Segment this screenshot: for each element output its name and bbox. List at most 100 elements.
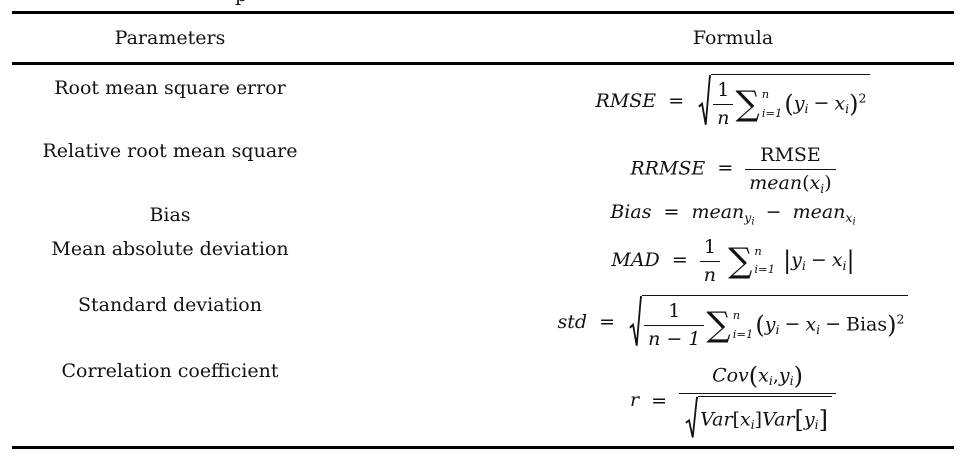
- equals-sign: =: [668, 90, 685, 112]
- parameter-label: Relative root mean square: [42, 140, 298, 162]
- subscript-i: i: [814, 417, 819, 433]
- parameter-label: Correlation coefficient: [61, 360, 279, 382]
- subscript-i: i: [852, 216, 856, 228]
- subscript-i: i: [751, 216, 755, 228]
- sum-limits: n i=1: [754, 244, 775, 278]
- equals-sign: =: [663, 201, 680, 224]
- subscript-i: i: [789, 373, 794, 389]
- variable-y: y: [744, 210, 752, 226]
- function-var: Var: [762, 408, 795, 431]
- function-mean: mean: [749, 171, 803, 194]
- open-paren: (: [755, 311, 765, 339]
- subscript-i: i: [845, 101, 850, 117]
- function-var: Var: [700, 408, 733, 431]
- numerator: RMSE: [745, 143, 836, 170]
- sum-limits: n i=1: [733, 308, 754, 342]
- square-root: 1 n − 1 ∑ n i=1 (yi − xi: [629, 295, 909, 351]
- variable-x: x: [739, 408, 751, 431]
- subscript-i: i: [801, 257, 806, 273]
- close-paren: ): [824, 171, 832, 194]
- variable-y: y: [764, 313, 776, 336]
- function-mean: mean: [691, 201, 745, 224]
- table-row: Standard deviation std = 1 n − 1 ∑: [12, 289, 954, 357]
- function-cov: Cov: [712, 364, 749, 387]
- sum-lower-limit: i=1: [761, 105, 783, 120]
- radical-sign: [698, 75, 712, 126]
- abs-bar: |: [846, 246, 855, 275]
- sum-upper-limit: n: [761, 87, 770, 101]
- variable-y: y: [803, 408, 815, 431]
- formula-cell: RMSE = 1 n ∑ n: [328, 65, 954, 139]
- sum-term: (yi − xi)2: [784, 92, 866, 116]
- equals-sign: =: [717, 157, 734, 179]
- denominator: Var[xi]Var[yi]: [679, 394, 836, 442]
- subscript-yi: yi: [744, 210, 755, 228]
- denominator: n: [703, 263, 717, 286]
- sigma-symbol: ∑: [728, 240, 753, 281]
- variable-x: x: [758, 364, 769, 387]
- close-paren: ): [793, 362, 804, 391]
- sqrt-content: 1 n ∑ n i=1 (yi − xi)2: [711, 74, 871, 130]
- close-bracket: ]: [754, 408, 763, 431]
- subscript-i: i: [750, 417, 755, 433]
- formula-r: r = Cov(xi,yi) Var[xi]Var[yi]: [630, 361, 836, 441]
- variable-x: x: [834, 92, 846, 115]
- formula-lhs: RRMSE: [630, 157, 706, 179]
- radical-sign: [685, 397, 699, 438]
- formula-rmse: RMSE = 1 n ∑ n: [596, 74, 871, 130]
- subscript-i: i: [768, 373, 773, 389]
- table-row: Root mean square error RMSE = 1 n: [12, 65, 954, 139]
- open-bracket: [: [794, 406, 804, 435]
- abs-bar: |: [783, 246, 792, 275]
- sum-lower-limit: i=1: [754, 262, 776, 276]
- numerator: 1: [713, 78, 734, 105]
- fraction: Cov(xi,yi) Var[xi]Var[yi]: [679, 361, 836, 441]
- formula-rrmse: RRMSE = RMSE mean(xi): [630, 143, 836, 196]
- comma: ,: [772, 364, 779, 387]
- superscript-2: 2: [858, 90, 867, 106]
- open-paren: (: [748, 362, 759, 391]
- table-row: Correlation coefficient r = Cov(xi,yi) V: [12, 357, 954, 446]
- formula-lhs: r: [630, 389, 640, 412]
- denominator: mean(xi): [745, 170, 835, 196]
- table-row: Mean absolute deviation MAD = 1 n ∑ n i=…: [12, 232, 954, 289]
- sum-upper-limit: n: [754, 243, 762, 258]
- formula-bias: Bias = meanyi − meanxi: [610, 203, 855, 227]
- bottom-rule: [12, 446, 954, 449]
- equals-sign: =: [651, 389, 668, 412]
- subscript-i: i: [820, 180, 825, 196]
- numerator: 1: [644, 299, 705, 326]
- parameter-label: Mean absolute deviation: [51, 238, 289, 260]
- formula-lhs: Bias: [610, 201, 652, 224]
- caption-fragment: p: [235, 0, 247, 6]
- minus-sign: −: [813, 92, 830, 115]
- square-root: Var[xi]Var[yi]: [685, 396, 832, 442]
- subscript-i: i: [816, 322, 821, 338]
- variable-y: y: [793, 92, 805, 115]
- minus-sign: −: [810, 248, 827, 271]
- sqrt-term: Var[xi]Var[yi]: [700, 406, 828, 435]
- open-paren: (: [784, 90, 794, 118]
- formula-std: std = 1 n − 1 ∑ n: [558, 295, 909, 351]
- radical-sign: [629, 296, 643, 347]
- subscript-i: i: [804, 101, 809, 117]
- fraction: RMSE mean(xi): [745, 143, 836, 196]
- function-mean: mean: [792, 201, 846, 224]
- formula-cell: Bias = meanyi − meanxi: [328, 199, 954, 232]
- sum-term: |yi − xi|: [783, 246, 855, 275]
- table-body: Root mean square error RMSE = 1 n: [12, 65, 954, 446]
- variable-x: x: [831, 248, 843, 271]
- variable-x: x: [809, 171, 821, 194]
- sum-lower-limit: i=1: [732, 326, 754, 341]
- summation: ∑ n i=1: [706, 308, 753, 342]
- superscript-2: 2: [896, 311, 905, 327]
- formula-mad: MAD = 1 n ∑ n i=1 |yi − xi|: [611, 235, 854, 287]
- variable-x: x: [845, 210, 853, 226]
- sigma-symbol: ∑: [735, 84, 760, 124]
- sqrt-content: 1 n − 1 ∑ n i=1 (yi − xi: [642, 295, 909, 351]
- summation: ∑ n i=1: [735, 87, 782, 121]
- sigma-symbol: ∑: [706, 305, 731, 345]
- subscript-xi: xi: [845, 210, 856, 228]
- formula-cell: MAD = 1 n ∑ n i=1 |yi − xi|: [328, 232, 954, 289]
